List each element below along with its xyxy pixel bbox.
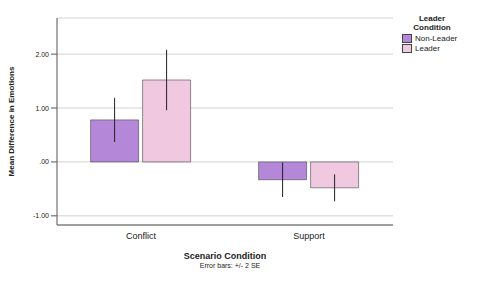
svg-text:Mean Difference in Emotions: Mean Difference in Emotions (8, 66, 16, 176)
svg-text:-1.00: -1.00 (33, 212, 49, 219)
svg-text:1.00: 1.00 (35, 105, 49, 112)
svg-text:.00: .00 (39, 158, 49, 165)
html-text:Non-Leader: Non-Leader (415, 34, 458, 43)
html-text:Leader: Leader (415, 44, 440, 53)
html-text:Error bars: +/- 2 SE: Error bars: +/- 2 SE (199, 262, 261, 269)
svg-text:Scenario Condition: Scenario Condition (184, 251, 267, 261)
html-text:Leader Condition: Leader Condition (413, 14, 451, 32)
svg-text:Support: Support (293, 231, 325, 241)
svg-text:2.00: 2.00 (35, 51, 49, 58)
svg-text:Conflict: Conflict (126, 231, 157, 241)
